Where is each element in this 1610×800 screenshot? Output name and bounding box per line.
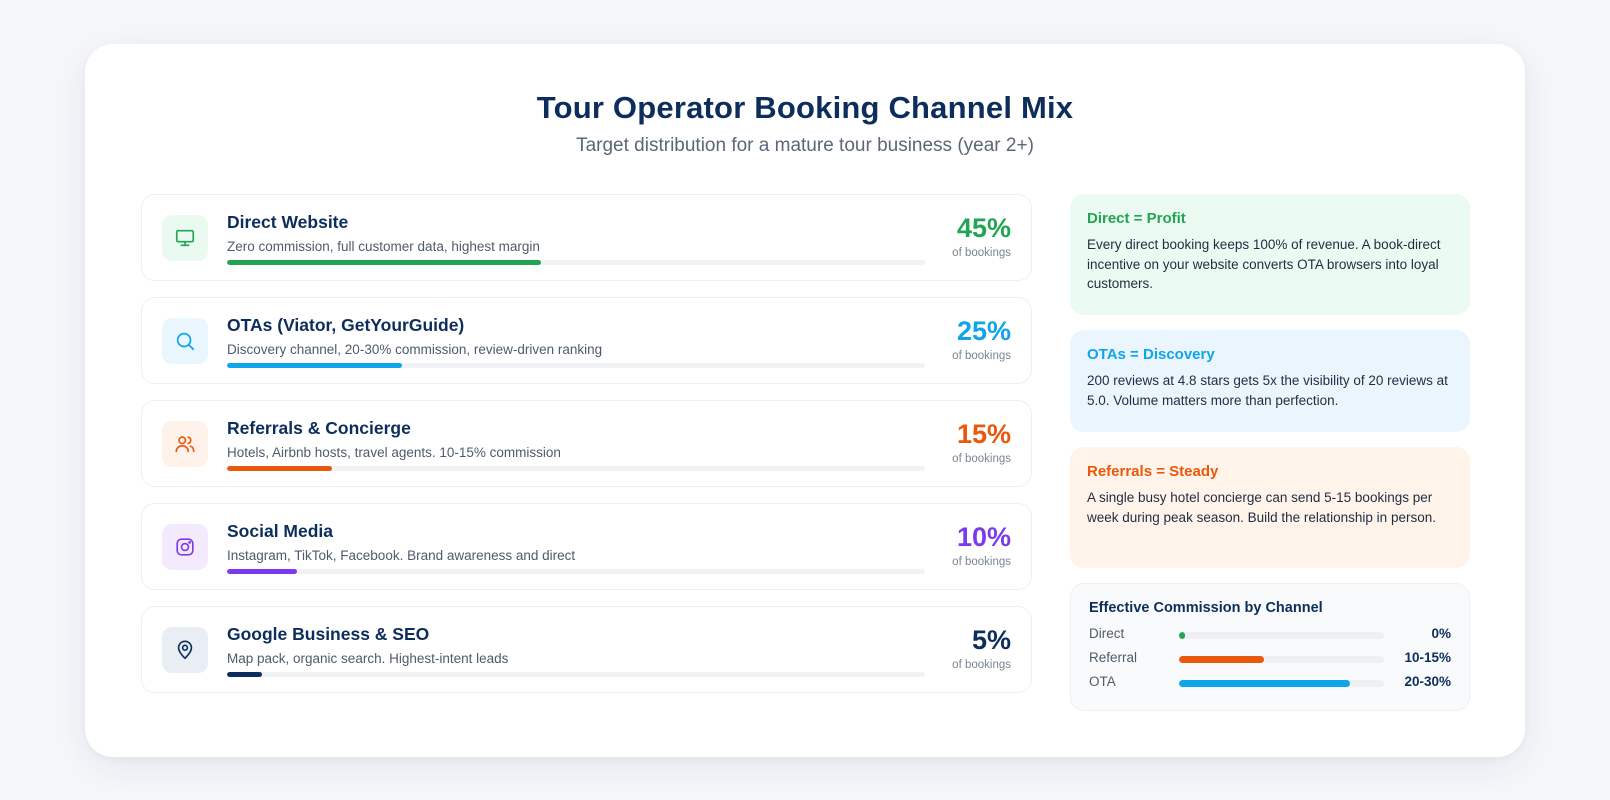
commission-row-ota: OTA 20-30%	[1089, 674, 1451, 698]
channel-name: Direct Website	[227, 212, 349, 232]
channel-name: Referrals & Concierge	[227, 418, 411, 438]
main-card: Tour Operator Booking Channel Mix Target…	[85, 44, 1525, 757]
note-ota: OTAs = Discovery 200 reviews at 4.8 star…	[1070, 330, 1470, 432]
commission-label: Referral	[1089, 650, 1138, 665]
commission-row-direct: Direct 0%	[1089, 626, 1451, 650]
channel-description: Zero commission, full customer data, hig…	[227, 239, 540, 254]
channel-list: Direct Website Zero commission, full cus…	[141, 194, 1032, 709]
channel-unit: of bookings	[952, 453, 1011, 465]
channel-unit: of bookings	[952, 247, 1011, 259]
commission-label: OTA	[1089, 674, 1116, 689]
channel-bar-track	[227, 672, 925, 677]
commission-bar-track	[1179, 680, 1384, 687]
note-referrals: Referrals = Steady A single busy hotel c…	[1070, 447, 1470, 568]
note-direct: Direct = Profit Every direct booking kee…	[1070, 194, 1470, 315]
note-title: Referrals = Steady	[1087, 463, 1219, 480]
channel-row-ota: OTAs (Viator, GetYourGuide) Discovery ch…	[141, 297, 1032, 384]
channel-name: Social Media	[227, 521, 334, 541]
channel-unit: of bookings	[952, 556, 1011, 568]
page-subtitle: Target distribution for a mature tour bu…	[576, 135, 1034, 156]
channel-description: Map pack, organic search. Highest-intent…	[227, 651, 509, 666]
channel-row-social: Social Media Instagram, TikTok, Facebook…	[141, 503, 1032, 590]
insights-panel: Direct = Profit Every direct booking kee…	[1070, 194, 1470, 711]
commission-title: Effective Commission by Channel	[1089, 600, 1323, 616]
commission-label: Direct	[1089, 626, 1125, 641]
channel-bar	[227, 569, 297, 574]
page-title: Tour Operator Booking Channel Mix	[536, 90, 1074, 125]
commission-value: 0%	[1431, 626, 1451, 641]
channel-percent: 5%	[971, 625, 1011, 655]
commission-bar	[1179, 632, 1185, 639]
channel-bar	[227, 466, 332, 471]
commission-row-referral: Referral 10-15%	[1089, 650, 1451, 674]
commission-value: 20-30%	[1404, 674, 1451, 689]
channel-row-referrals: Referrals & Concierge Hotels, Airbnb hos…	[141, 400, 1032, 487]
channel-description: Hotels, Airbnb hosts, travel agents. 10-…	[227, 445, 561, 460]
channel-percent: 45%	[956, 213, 1011, 243]
note-body: Every direct booking keeps 100% of reven…	[1087, 237, 1441, 291]
channel-description: Discovery channel, 20-30% commission, re…	[227, 342, 603, 357]
channel-description: Instagram, TikTok, Facebook. Brand aware…	[227, 548, 576, 563]
channel-name: OTAs (Viator, GetYourGuide)	[227, 315, 465, 335]
map-pin-icon	[162, 627, 208, 673]
channel-bar	[227, 260, 542, 265]
instagram-icon	[162, 524, 208, 570]
commission-bar-track	[1179, 632, 1384, 639]
commission-value: 10-15%	[1404, 650, 1451, 665]
commission-bar	[1179, 680, 1350, 687]
channel-bar	[227, 363, 402, 368]
channel-bar-track	[227, 363, 925, 368]
channel-percent: 10%	[956, 522, 1011, 552]
commission-chart: Effective Commission by Channel Direct 0…	[1070, 583, 1470, 711]
monitor-icon	[162, 215, 208, 261]
note-body: 200 reviews at 4.8 stars gets 5x the vis…	[1087, 373, 1448, 408]
note-title: Direct = Profit	[1087, 210, 1186, 227]
channel-unit: of bookings	[952, 659, 1011, 671]
note-body: A single busy hotel concierge can send 5…	[1087, 490, 1436, 525]
note-title: OTAs = Discovery	[1087, 346, 1215, 363]
channel-unit: of bookings	[952, 350, 1011, 362]
channel-name: Google Business & SEO	[227, 624, 430, 644]
search-icon	[162, 318, 208, 364]
channel-percent: 15%	[956, 419, 1011, 449]
users-icon	[162, 421, 208, 467]
channel-bar-track	[227, 569, 925, 574]
commission-bar	[1179, 656, 1265, 663]
channel-row-google: Google Business & SEO Map pack, organic …	[141, 606, 1032, 693]
channel-bar-track	[227, 466, 925, 471]
channel-bar	[227, 672, 262, 677]
channel-bar-track	[227, 260, 925, 265]
channel-percent: 25%	[956, 316, 1011, 346]
channel-row-direct: Direct Website Zero commission, full cus…	[141, 194, 1032, 281]
commission-bar-track	[1179, 656, 1384, 663]
